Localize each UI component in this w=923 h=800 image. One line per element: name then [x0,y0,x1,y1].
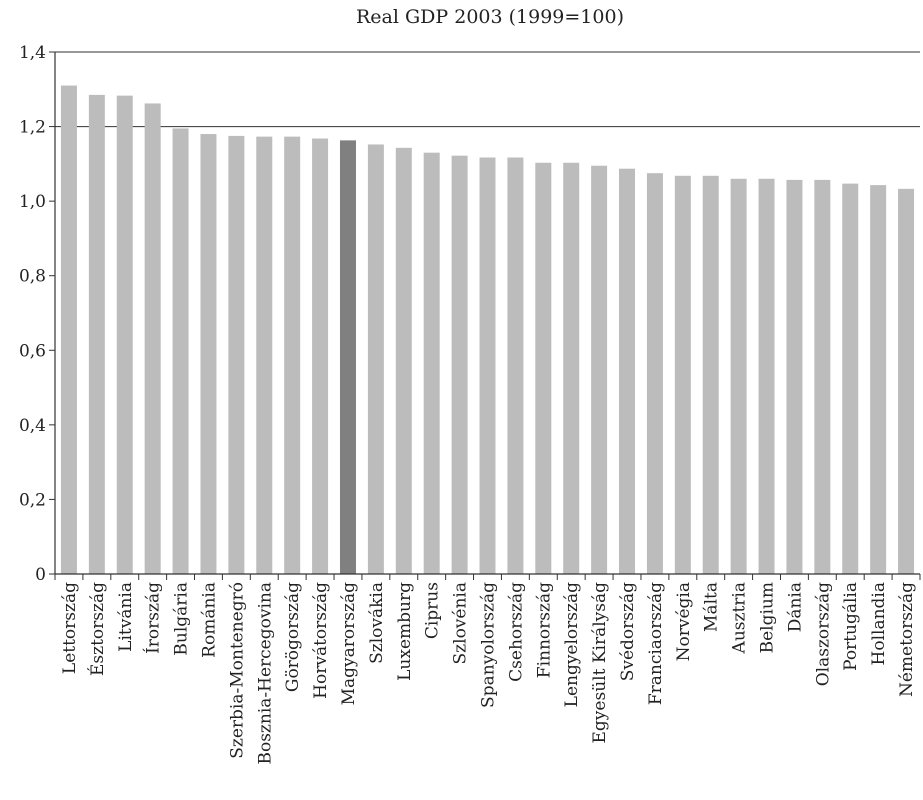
bar-15 [451,155,468,574]
bar-21 [619,168,636,574]
x-tick-label: Luxemburg [395,582,415,681]
x-tick-label: Norvégia [674,582,694,661]
x-tick-label: Csehország [506,582,526,682]
bar-17 [507,157,524,575]
x-tick-label: Horvátország [311,582,331,699]
bar-22 [646,173,663,574]
bar-2 [88,94,105,574]
x-tick-label: Magyarország [339,582,359,705]
bar-12 [367,144,384,574]
x-tick-label: Lettország [60,582,80,674]
x-tick-label: Spanyolország [479,582,499,708]
bars [60,85,915,575]
x-tick-label: Hollandia [869,582,889,665]
bar-23 [674,175,691,574]
y-tick-label: 0,8 [19,267,46,287]
x-tick-label: Bulgária [172,582,192,656]
y-tick-label: 0,6 [19,341,46,361]
bar-6 [200,134,217,574]
bar-5 [172,128,189,574]
x-tick-label: Észtország [87,582,108,676]
x-tick-label: Szlovákia [367,582,387,664]
x-tick-label: Lengyelország [562,582,582,707]
x-tick-label: Írország [143,582,164,654]
bar-18 [535,162,552,574]
x-tick-label: Svédország [618,582,638,681]
y-tick-label: 0 [35,565,46,585]
x-tick-label: Ausztria [730,582,750,654]
bar-19 [563,162,580,574]
y-tick-label: 1,4 [19,43,46,63]
bar-16 [479,157,496,575]
x-tick-label: Egyesült Királyság [590,582,610,744]
bar-24 [702,175,719,574]
x-tick-label: Görögország [283,582,303,692]
bar-3 [116,95,133,575]
x-tick-label: Szlovénia [451,582,471,664]
bar-1 [60,85,77,575]
bar-4 [144,103,161,574]
bar-30 [870,185,887,575]
bar-14 [423,152,440,574]
bar-31 [898,188,915,575]
x-tick-label: Bosznia-Hercegovina [255,582,275,765]
bar-20 [591,165,608,574]
x-tick-label: Szerbia-Montenegró [227,582,247,759]
x-tick-label: Franciaország [646,582,666,705]
x-tick-label: Ciprus [423,582,443,639]
x-tick-label: Románia [199,582,219,658]
y-tick-label: 0,2 [19,490,46,510]
y-tick-label: 1,2 [19,118,46,138]
bar-28 [814,179,831,574]
x-tick-label: Belgium [758,582,778,653]
x-tick-label: Málta [702,582,722,632]
x-tick-label: Dánia [785,582,805,632]
chart-title: Real GDP 2003 (1999=100) [356,6,624,28]
bar-27 [786,179,803,574]
gridlines [55,51,920,128]
x-tick-labels: Lettország Észtország Litvánia Írország Bulg… [60,582,917,765]
x-tick-label: Finnország [534,582,554,678]
bar-29 [842,183,859,574]
x-tick-label: Olaszország [813,582,833,686]
bar-25 [730,178,747,574]
bar-10 [312,138,329,574]
x-tick-label: Németország [897,582,917,697]
y-tick-labels: 0 0,2 0,4 0,6 0,8 1,0 1,2 1,4 [19,43,46,585]
bar-9 [284,136,301,575]
y-tick-label: 0,4 [19,416,46,436]
y-tick-label: 1,0 [19,192,46,212]
bar-13 [395,147,412,574]
bar-26 [758,178,775,574]
x-tick-label: Portugália [841,582,861,671]
bar-7 [228,135,245,574]
axes [49,51,921,580]
x-tick-label: Litvánia [116,582,136,652]
bar-11 [339,140,356,575]
bar-8 [256,136,273,575]
